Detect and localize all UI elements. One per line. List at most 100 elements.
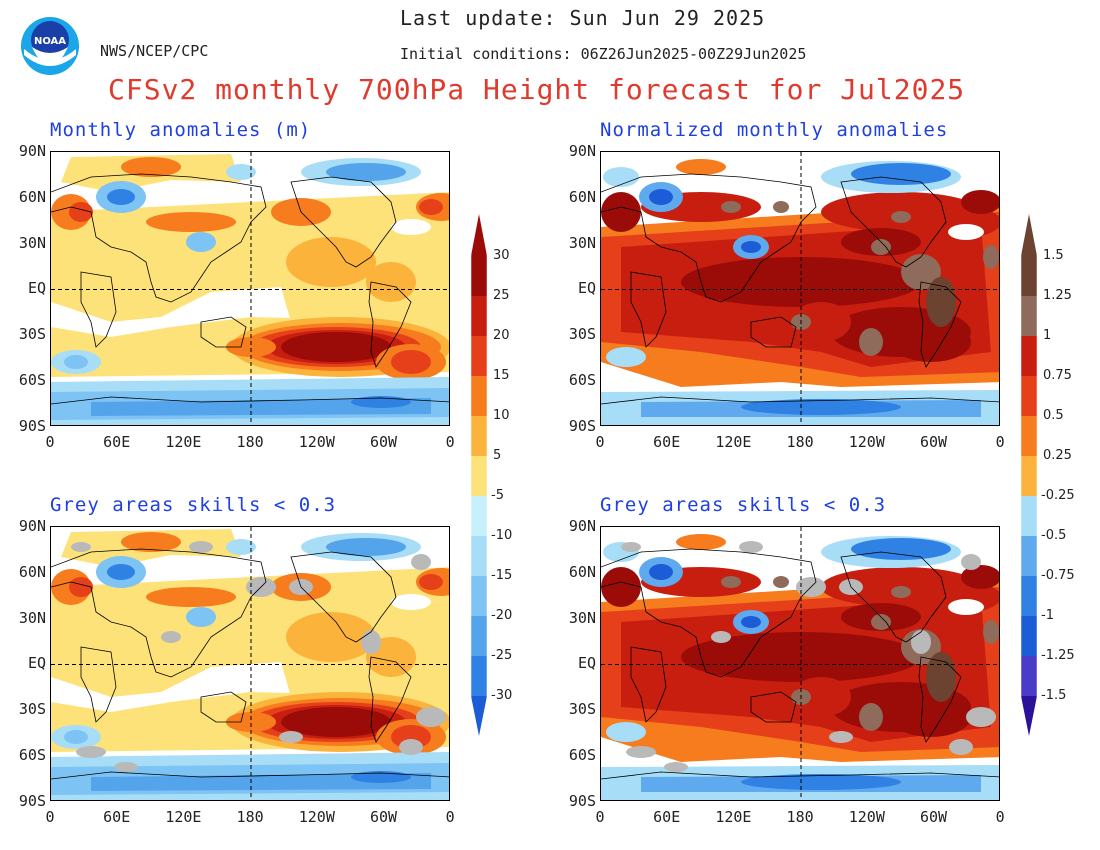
anomaly-region: [226, 539, 256, 555]
colorbar-swatch: [471, 456, 487, 496]
low-skill-region: [966, 707, 996, 727]
colorbar-swatch: [1021, 536, 1037, 576]
anomaly-region: [226, 712, 276, 732]
lat-label: 60N: [568, 187, 596, 206]
coastline: [80, 646, 117, 723]
lat-label: 60S: [18, 746, 46, 764]
anomaly-region: [891, 697, 971, 737]
anomaly-region: [419, 199, 443, 215]
anomaly-region: [226, 164, 256, 180]
anomaly-region: [851, 538, 951, 560]
panel-title-anomalies: Monthly anomalies (m): [50, 119, 312, 141]
lat-label: 90S: [18, 791, 46, 810]
low-skill-region: [361, 630, 381, 654]
low-skill-region: [711, 631, 731, 643]
colorbar-label: 1.5: [1043, 248, 1064, 263]
lat-label: EQ: [577, 279, 596, 298]
lon-label: 180: [786, 808, 814, 826]
low-skill-region: [76, 746, 106, 758]
anomaly-region: [286, 237, 376, 287]
initial-conditions-text: Initial conditions: 06Z26Jun2025-00Z29Ju…: [400, 45, 807, 63]
lon-label: 120E: [715, 433, 752, 451]
coastline: [630, 646, 667, 723]
colorbar-swatch: [1021, 496, 1037, 536]
low-skill-region: [911, 630, 931, 654]
anomaly-region: [741, 241, 761, 253]
colorbar-label: -0.75: [1041, 568, 1075, 583]
anomaly-region: [891, 586, 911, 598]
coastline: [750, 316, 797, 348]
lon-label: 60W: [919, 808, 948, 826]
anomaly-region: [64, 355, 88, 369]
lat-label: 90N: [568, 517, 596, 535]
anomaly-region: [606, 347, 646, 367]
coastline: [290, 551, 397, 643]
low-skill-region: [411, 554, 431, 570]
map-normalized: [600, 151, 1000, 426]
colorbar-swatch: [471, 296, 487, 336]
colorbar-swatch: [471, 536, 487, 576]
anomaly-region: [721, 201, 741, 213]
anomaly-region: [859, 703, 883, 731]
anomaly-region: [606, 722, 646, 742]
anomaly-region: [64, 730, 88, 744]
anomaly-region: [326, 163, 406, 181]
anomaly-region: [186, 607, 216, 627]
colorbar-normalized: [1020, 213, 1038, 737]
coastline: [630, 271, 667, 348]
lon-label: 60E: [103, 433, 131, 451]
anomaly-region: [649, 189, 673, 205]
lon-label: 180: [236, 808, 264, 826]
colorbar-label: 20: [493, 328, 510, 343]
colorbar-swatch: [471, 416, 487, 456]
colorbar-swatch: [471, 376, 487, 416]
lat-label: 60S: [568, 746, 596, 764]
lat-label: 30S: [18, 325, 46, 344]
anomaly-region: [791, 677, 851, 717]
lat-label: 30S: [18, 700, 46, 719]
lat-label: 60N: [18, 562, 46, 581]
low-skill-region: [71, 542, 91, 552]
lon-label: 120W: [298, 433, 335, 451]
anomaly-region: [91, 773, 431, 791]
low-skill-region: [626, 746, 656, 758]
low-skill-region: [279, 731, 303, 743]
anomaly-region: [146, 212, 236, 232]
coastline: [918, 281, 962, 368]
anomaly-region: [601, 567, 641, 607]
colorbar-label: 10: [493, 408, 510, 423]
colorbar-swatch: [1021, 256, 1037, 296]
noaa-logo-icon: NOAA: [20, 15, 80, 77]
anomaly-region: [891, 322, 971, 362]
colorbar-label: -1: [1041, 608, 1054, 623]
anomaly-region: [891, 211, 911, 223]
lat-label: 90N: [18, 142, 46, 160]
lon-label: 180: [786, 433, 814, 451]
low-skill-region: [416, 707, 446, 727]
lon-label: 120W: [298, 808, 335, 826]
colorbar-swatch: [1021, 336, 1037, 376]
lat-label: 90S: [568, 791, 596, 810]
coastline: [51, 548, 267, 678]
colorbar-anomalies: [470, 213, 488, 737]
anomaly-region: [741, 774, 901, 790]
coastline: [290, 176, 397, 268]
anomaly-region: [186, 232, 216, 252]
anomaly-region: [69, 202, 93, 222]
coastline: [368, 656, 412, 743]
colorbar-arrow-bottom: [471, 696, 487, 736]
low-skill-region: [161, 631, 181, 643]
anomaly-region: [983, 245, 999, 269]
lat-label: 30N: [18, 608, 46, 627]
anomaly-region: [649, 564, 673, 580]
colorbar-swatch: [471, 576, 487, 616]
lat-label: EQ: [27, 654, 46, 673]
anomaly-region: [859, 328, 883, 356]
lat-label: 60N: [568, 562, 596, 581]
colorbar-swatch: [471, 336, 487, 376]
low-skill-region: [949, 739, 973, 755]
lon-label: 60E: [653, 808, 681, 826]
colorbar-label: -5: [491, 488, 504, 503]
colorbar-label: 15: [493, 368, 510, 383]
colorbar-label: 0.5: [1043, 408, 1064, 423]
